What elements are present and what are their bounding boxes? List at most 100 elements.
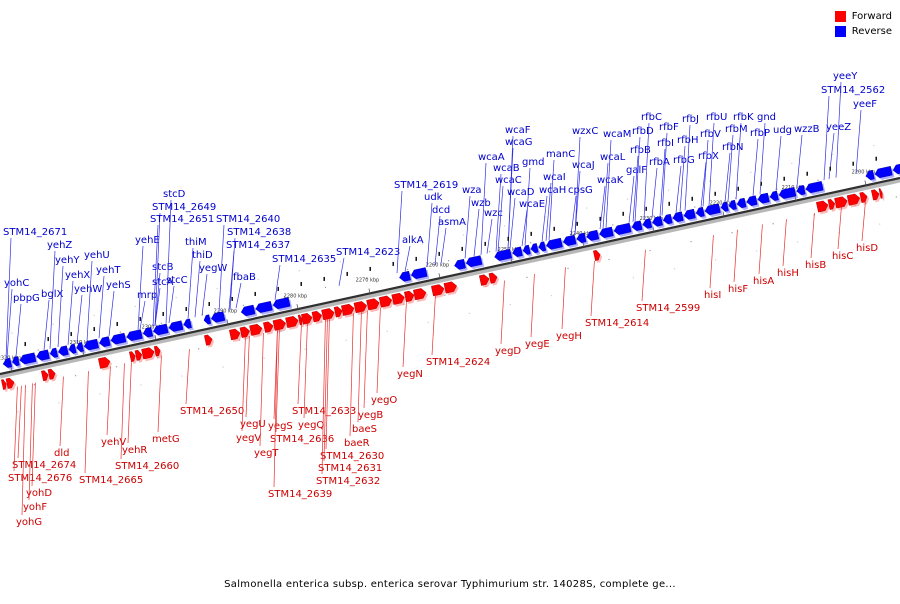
gene-leader-line (659, 148, 666, 216)
gene-leader-line (165, 199, 172, 324)
reverse-gene-label: wcaD (507, 187, 535, 198)
reverse-gene-label: rfbA (649, 157, 670, 168)
gene-leader-line (823, 95, 830, 181)
gene-leader-line (541, 195, 548, 242)
gene-leader-line (76, 294, 83, 343)
forward-gene-arrow (239, 326, 252, 340)
forward-gene-label: yegB (358, 410, 383, 421)
reverse-gene-label: rfbN (722, 142, 743, 153)
gene-leader-line (727, 134, 734, 202)
forward-gene-label: yegT (254, 448, 279, 459)
forward-gene-label: yehV (101, 437, 126, 448)
reverse-gene-label: yegW (199, 263, 227, 274)
forward-gene-label: STM14_2630 (320, 451, 384, 462)
gene-leader-line (509, 197, 516, 249)
gene-leader-line (861, 201, 866, 242)
gene-leader-line (21, 384, 26, 516)
gene-leader-line (43, 299, 50, 351)
gene-leader-line (810, 212, 815, 259)
forward-gene-arrow (404, 290, 417, 304)
reverse-gene-label: yehY (55, 255, 80, 266)
gene-leader-line (464, 195, 471, 259)
forward-gene-arrow (1, 379, 9, 392)
reverse-gene-label: stcB (152, 262, 174, 273)
forward-gene-label: STM14_2665 (79, 475, 143, 486)
gene-leader-line (303, 323, 308, 419)
reverse-gene-arrow (576, 232, 589, 245)
feature-mark (668, 201, 670, 206)
gene-leader-line (480, 162, 487, 255)
reverse-gene-label: alkA (402, 235, 424, 246)
reverse-gene-label: wzxC (572, 126, 598, 137)
reverse-gene-label: rfbF (659, 122, 679, 133)
reverse-gene-label: wcaK (597, 175, 624, 186)
forward-gene-label: STM14_2660 (115, 461, 179, 472)
track-dot (444, 294, 446, 296)
feature-mark (645, 206, 647, 211)
reverse-gene-label: wcaH (539, 185, 566, 196)
reverse-gene-label: pbpG (13, 293, 40, 304)
track-dot (530, 242, 532, 244)
track-dot (181, 375, 183, 377)
track-dot (797, 241, 799, 243)
forward-gene-label: yegD (495, 346, 521, 357)
feature-mark (208, 301, 210, 306)
gene-leader-line (323, 319, 328, 462)
track-dot (627, 198, 629, 200)
gene-leader-line (675, 165, 682, 213)
gene-leader-line (185, 349, 190, 405)
reverse-gene-arrow (720, 201, 731, 214)
feature-mark (783, 176, 785, 181)
reverse-gene-label: STM14_2649 (152, 202, 216, 213)
gene-leader-line (120, 363, 125, 460)
track-dot (263, 357, 265, 359)
forward-gene-arrow (353, 301, 369, 315)
reverse-gene-label: STM14_2562 (821, 85, 885, 96)
gene-leader-line (724, 152, 731, 202)
tick-mark (438, 273, 441, 279)
feature-mark (24, 342, 26, 347)
track-dot (468, 312, 470, 315)
gene-leader-line (31, 382, 36, 487)
track-dot (427, 321, 429, 323)
reverse-gene-label: yeeY (833, 71, 858, 82)
reverse-gene-label: rfbH (677, 135, 699, 146)
forward-gene-arrow (301, 313, 315, 327)
reverse-gene-arrow (538, 241, 548, 254)
gene-leader-line (108, 290, 115, 336)
gene-leader-line (590, 260, 595, 317)
reverse-gene-arrow (36, 349, 52, 363)
feature-mark (392, 261, 394, 266)
gene-leader-line (643, 122, 650, 220)
forward-gene-label: yegN (397, 369, 423, 380)
track-dot (52, 323, 54, 325)
gene-leader-line (758, 224, 763, 275)
reverse-gene-arrow (410, 267, 430, 281)
gene-leader-line (733, 229, 738, 283)
track-dot (304, 348, 306, 350)
forward-gene-arrow (413, 288, 429, 303)
track-dot (750, 171, 752, 173)
gene-leader-line (325, 318, 330, 450)
track-dot (709, 180, 711, 182)
forward-gene-label: STM14_2632 (316, 476, 380, 487)
feature-mark (553, 226, 555, 231)
gene-leader-line (106, 366, 111, 436)
tick-mark (368, 288, 371, 294)
feature-mark (162, 312, 164, 317)
forward-gene-arrow (263, 321, 276, 335)
feature-mark (323, 276, 325, 281)
feature-mark (415, 256, 417, 261)
forward-gene-label: metG (152, 434, 180, 445)
track-dot (421, 243, 424, 245)
forward-gene-arrow (311, 310, 324, 325)
reverse-gene-label: yehE (135, 235, 160, 246)
legend-label-reverse: Reverse (851, 26, 892, 37)
reverse-gene-label: udk (424, 192, 443, 203)
gene-leader-line (28, 383, 33, 501)
gene-leader-line (84, 371, 89, 474)
track-dot (755, 250, 758, 252)
reverse-gene-label: STM14_2651 (150, 214, 214, 225)
reverse-gene-label: fbaB (233, 272, 256, 283)
track-dot (612, 224, 614, 226)
